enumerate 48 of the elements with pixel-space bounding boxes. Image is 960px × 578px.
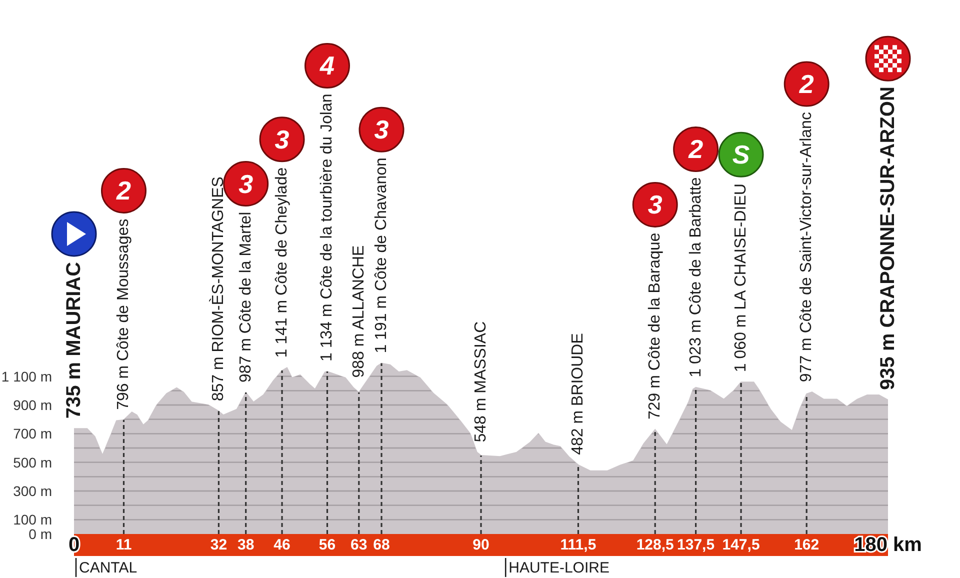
x-tick-label: 11	[116, 536, 132, 554]
x-tick-label: 180 km	[854, 534, 922, 556]
ref-line-label: 482 m BRIOUDE	[570, 333, 587, 455]
text: 2	[798, 69, 814, 100]
y-tick-label: 500 m	[13, 454, 52, 470]
ref-line-label: 988 m ALLANCHE	[350, 245, 368, 378]
x-tick-label: 128,5	[636, 536, 674, 554]
y-tick-label: 1 100 m	[1, 368, 52, 384]
text: 3	[274, 124, 290, 154]
ref-line-label: 1 141 m Côte de Cheylade	[274, 167, 291, 358]
text: 3	[374, 114, 390, 145]
ref-line-label: 1 060 m LA CHAISE-DIEU	[732, 184, 750, 372]
x-tick-label: 68	[373, 536, 390, 554]
x-tick-label: 32	[210, 536, 228, 554]
x-tick-label: 90	[472, 536, 490, 554]
y-tick-label: 900 m	[13, 397, 52, 413]
annotation: 935 m CRAPONNE-SUR-ARZON	[877, 86, 899, 390]
ref-line-label: 987 m Côte de la Martel	[237, 212, 254, 383]
x-tick-label: 137,5	[677, 536, 715, 554]
text: 3	[648, 190, 663, 220]
text: S	[732, 140, 750, 170]
y-tick-label: 300 m	[13, 483, 52, 499]
ref-line-label: 977 m Côte de Saint-Victor-sur-Arlanc	[798, 112, 816, 382]
ref-line-label: CANTAL	[79, 560, 138, 576]
ref-line-label: 729 m Côte de la Baraque	[646, 232, 664, 420]
text: 2	[688, 134, 704, 164]
y-tick-label: 0 m	[28, 526, 52, 542]
x-tick-label: 46	[274, 536, 290, 554]
x-tick-label: 63	[350, 536, 368, 554]
ref-line-label: 796 m Côte de Moussages	[115, 218, 132, 410]
annotation: 735 m MAURIAC	[63, 262, 85, 419]
ref-line-label: HAUTE-LOIRE	[508, 560, 610, 576]
x-tick-label: 111,5	[560, 536, 596, 554]
text: 2	[116, 176, 132, 206]
text: 3	[238, 168, 254, 199]
x-tick-label: 0	[68, 534, 80, 556]
ref-line-label: 857 m RIOM-ÈS-MONTAGNES	[209, 176, 228, 402]
text: 4	[319, 50, 336, 81]
ref-line-label: 548 m MASSIAC	[472, 321, 490, 442]
x-tick-label: 56	[318, 536, 336, 554]
ref-line-label: 1 023 m Côte de la Barbatte	[687, 177, 704, 378]
x-tick-label: 162	[794, 536, 820, 554]
y-tick-label: 100 m	[13, 512, 52, 528]
x-tick-label: 147,5	[722, 536, 760, 554]
x-tick-label: 38	[238, 536, 254, 554]
ref-line-label: 1 134 m Côte de la tourbière du Jolan	[318, 94, 336, 362]
ref-line-label: 1 191 m Côte de Chavanon	[373, 158, 390, 354]
y-tick-label: 700 m	[13, 426, 52, 442]
